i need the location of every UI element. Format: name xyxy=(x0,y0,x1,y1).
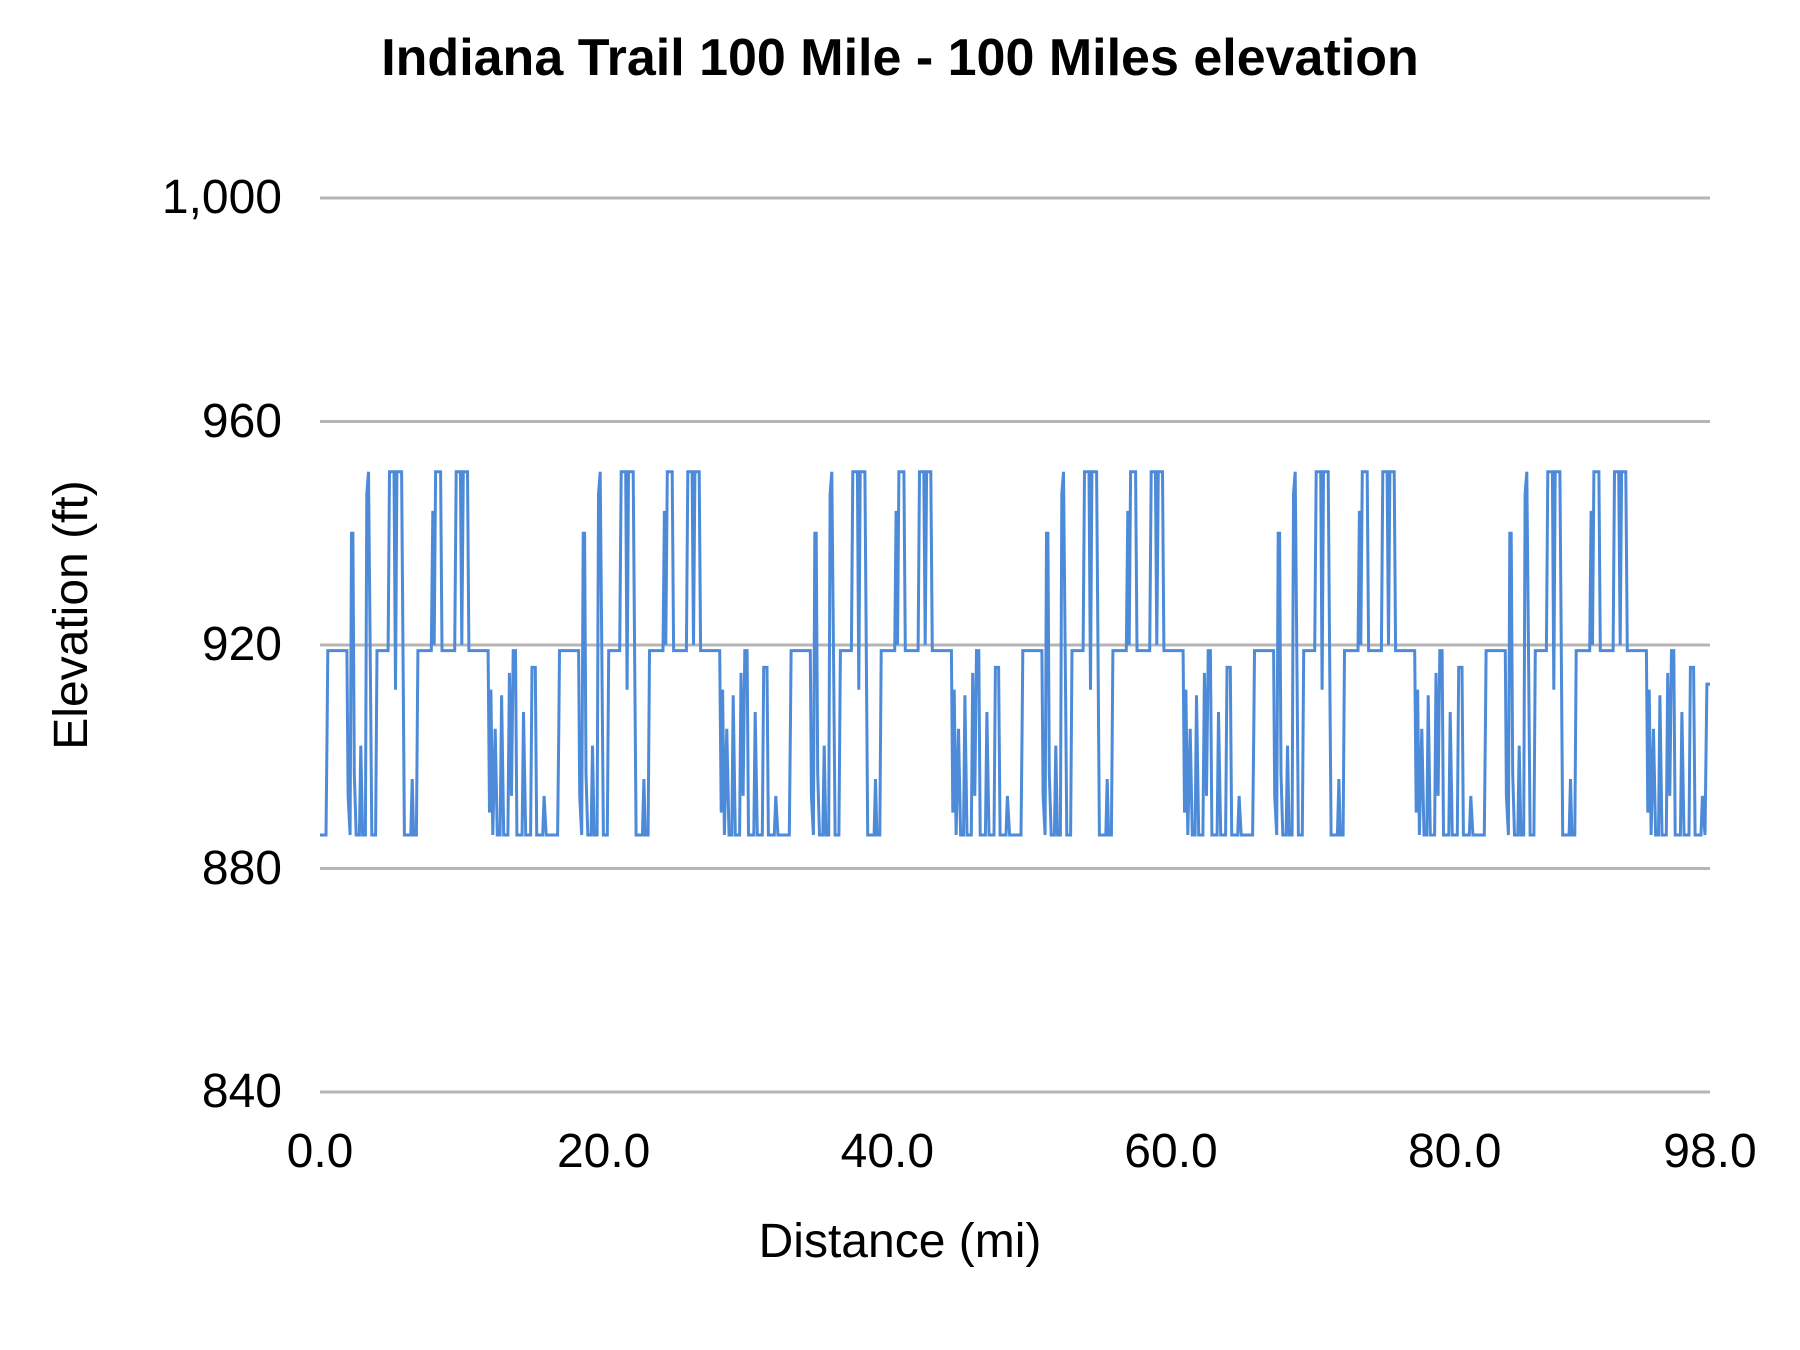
y-axis-title: Elevation (ft) xyxy=(45,480,98,750)
chart-title: Indiana Trail 100 Mile - 100 Miles eleva… xyxy=(381,29,1419,87)
x-tick-label: 40.0 xyxy=(840,1125,935,1178)
y-tick-label: 960 xyxy=(201,394,282,448)
y-tick-label: 1,000 xyxy=(161,171,282,224)
elevation-line xyxy=(320,470,1710,837)
x-tick-label: 98.0 xyxy=(1663,1125,1757,1178)
x-axis-title: Distance (mi) xyxy=(758,1215,1042,1268)
x-tick-label: 0.0 xyxy=(286,1125,354,1178)
x-tick-label: 80.0 xyxy=(1407,1125,1502,1178)
x-tick-label: 20.0 xyxy=(556,1125,651,1178)
x-tick-label: 60.0 xyxy=(1124,1125,1218,1178)
y-tick-label: 840 xyxy=(201,1065,282,1118)
y-tick-label: 880 xyxy=(201,841,282,895)
y-tick-label: 920 xyxy=(201,618,282,671)
